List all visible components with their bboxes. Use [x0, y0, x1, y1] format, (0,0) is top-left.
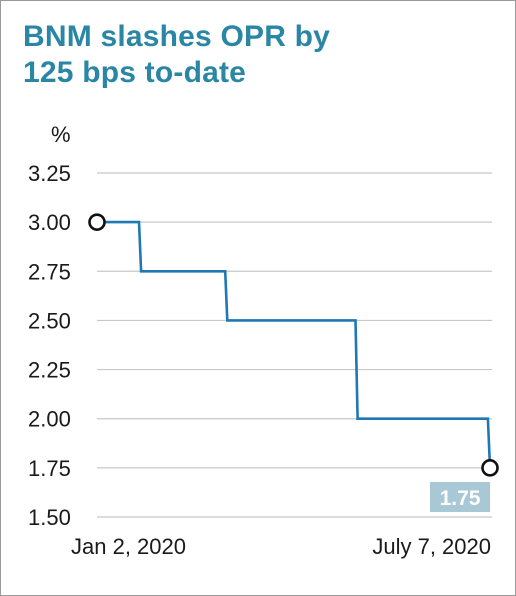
start-point-marker: [88, 213, 106, 231]
y-tick-label: 2.75: [28, 259, 71, 284]
end-value-label-box: [430, 482, 490, 512]
chart-title: BNM slashes OPR by 125 bps to-date: [23, 19, 463, 91]
chart-title-line-1: BNM slashes OPR by: [23, 20, 331, 53]
y-tick-label: 1.50: [28, 505, 71, 530]
y-axis-unit-label: %: [51, 122, 71, 147]
y-tick-label: 2.25: [28, 358, 71, 383]
x-tick-label: Jan 2, 2020: [71, 534, 186, 559]
y-tick-label: 1.75: [28, 456, 71, 481]
end-point-marker: [481, 459, 499, 477]
y-tick-label: 3.00: [28, 210, 71, 235]
x-tick-label: July 7, 2020: [372, 534, 491, 559]
grid: [97, 172, 492, 518]
y-tick-label: 2.50: [28, 308, 71, 333]
end-value-label: 1.75: [440, 487, 481, 510]
opr-step-line: [97, 220, 492, 468]
y-tick-label: 2.00: [28, 407, 71, 432]
chart-title-line-2: 125 bps to-date: [23, 56, 247, 89]
y-axis-ticks: 3.25 3.00 2.75 2.50 2.25 2.00 1.75 1.50: [28, 161, 71, 530]
x-axis-ticks: Jan 2, 2020 July 7, 2020: [71, 534, 491, 559]
y-tick-label: 3.25: [28, 161, 71, 186]
